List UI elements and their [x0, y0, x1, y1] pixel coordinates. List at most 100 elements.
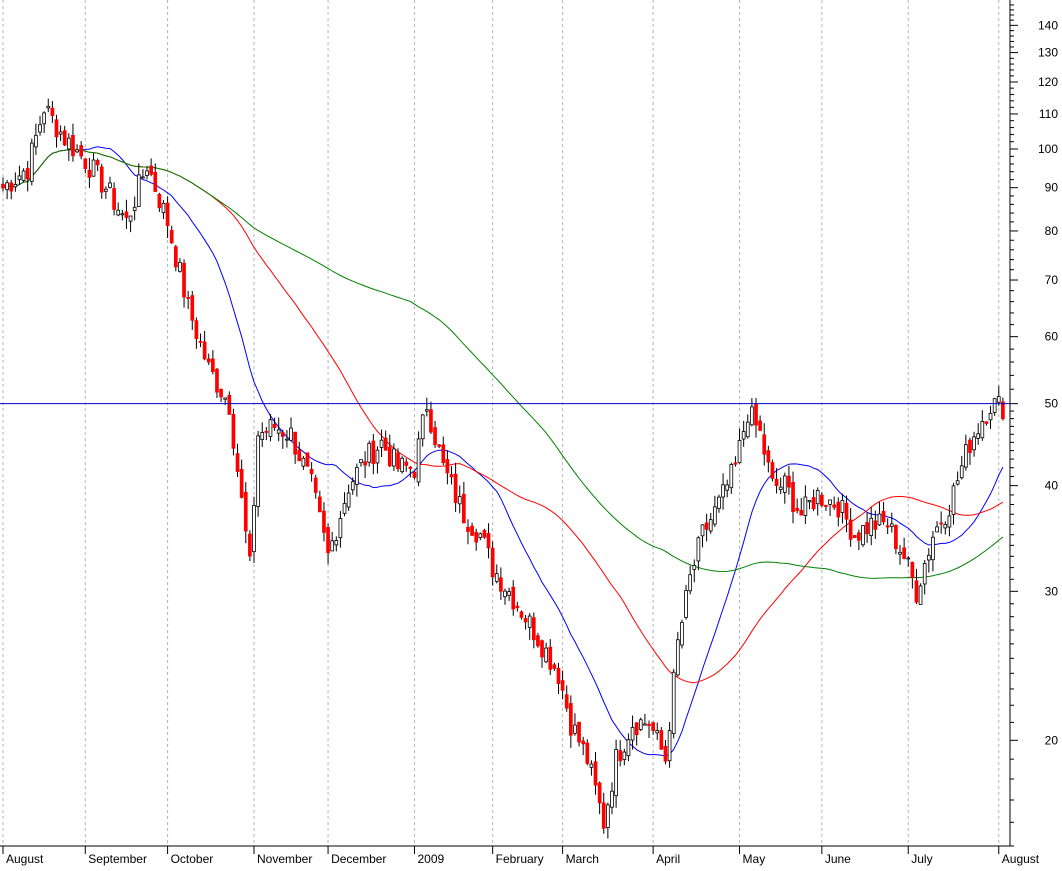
y-tick-label: 130 [1038, 46, 1058, 60]
candle-down [499, 577, 503, 592]
candle-up [606, 804, 610, 828]
candle-up [5, 182, 9, 191]
candle-down [194, 320, 199, 340]
candle-up [38, 124, 42, 133]
x-tick-label: August [1002, 852, 1040, 866]
candle-up [17, 175, 22, 180]
candles [1, 98, 1005, 839]
candle-down [231, 413, 236, 449]
x-tick-label: October [171, 852, 214, 866]
candle-up [285, 438, 289, 441]
candle-down [54, 119, 59, 138]
candle-down [865, 522, 869, 535]
candle-down [733, 462, 738, 465]
candle-down [383, 437, 388, 451]
candle-up [614, 749, 618, 797]
candle-down [881, 510, 886, 523]
candle-up [931, 536, 935, 561]
candle-down [482, 530, 487, 538]
candle-up [935, 526, 939, 533]
candle-down [326, 527, 330, 554]
y-tick-label: 80 [1045, 224, 1059, 238]
candle-down [939, 522, 944, 525]
candle-up [861, 525, 865, 546]
candle-up [951, 485, 956, 515]
candle-up [301, 457, 306, 467]
candle-up [675, 639, 680, 676]
candle-down [404, 461, 409, 466]
candle-up [503, 590, 507, 598]
x-tick-label: June [825, 852, 851, 866]
y-tick-label: 60 [1045, 330, 1059, 344]
candle-down [536, 635, 540, 647]
candle-down [824, 504, 828, 507]
y-tick-label: 120 [1038, 75, 1058, 89]
candle-up [696, 537, 701, 562]
candle-down [470, 525, 474, 536]
candle-up [289, 427, 293, 441]
candle-down [832, 504, 837, 508]
candle-down [248, 533, 252, 557]
y-tick-label: 100 [1038, 142, 1058, 156]
candle-down [157, 193, 162, 209]
x-tick-label: September [88, 852, 147, 866]
candle-up [252, 505, 256, 553]
candle-up [21, 170, 26, 181]
candle-down [819, 494, 824, 506]
candle-down [95, 160, 100, 166]
candle-down [523, 618, 528, 623]
candle-up [379, 439, 384, 448]
candle-down [206, 358, 211, 363]
candle-up [655, 730, 660, 734]
candle-up [141, 176, 145, 179]
candle-down [198, 340, 203, 343]
candle-down [873, 520, 878, 530]
candle-up [457, 496, 462, 505]
candle-down [910, 561, 915, 579]
candle-up [828, 499, 832, 505]
candle-down [1, 183, 5, 189]
candle-up [610, 790, 614, 808]
y-tick-label: 70 [1045, 273, 1059, 287]
candle-down [766, 450, 771, 463]
candle-up [959, 465, 964, 479]
candle-up [91, 159, 96, 177]
candle-up [400, 457, 404, 473]
candle-up [692, 565, 697, 570]
candle-down [280, 432, 285, 437]
candle-down [885, 525, 890, 528]
candle-up [667, 730, 672, 762]
candle-down [462, 493, 466, 524]
candle-up [355, 467, 359, 485]
candle-up [877, 513, 882, 526]
candle-down [486, 533, 491, 549]
candle-up [424, 409, 429, 412]
candle-down [50, 107, 55, 117]
candle-down [219, 388, 223, 398]
candle-down [235, 453, 240, 472]
candle-up [342, 503, 347, 514]
candle-down [83, 158, 88, 169]
candle-down [490, 547, 495, 578]
candle-up [34, 134, 38, 148]
candle-up [713, 506, 717, 525]
x-tick-label: November [257, 852, 312, 866]
candle-down [309, 468, 314, 475]
candle-down [659, 730, 664, 750]
candle-down [99, 166, 104, 193]
candle-down [984, 421, 989, 424]
candle-down [811, 497, 816, 510]
candle-down [408, 466, 413, 469]
candle-up [42, 112, 46, 125]
candle-down [634, 722, 639, 736]
candle-down [173, 246, 178, 268]
candle-up [416, 438, 421, 483]
candle-down [902, 547, 906, 559]
candle-up [573, 724, 577, 734]
candle-down [429, 409, 433, 433]
candle-down [396, 452, 400, 470]
candle-up [58, 131, 63, 135]
candle-up [338, 518, 343, 539]
candle-up [992, 398, 997, 413]
